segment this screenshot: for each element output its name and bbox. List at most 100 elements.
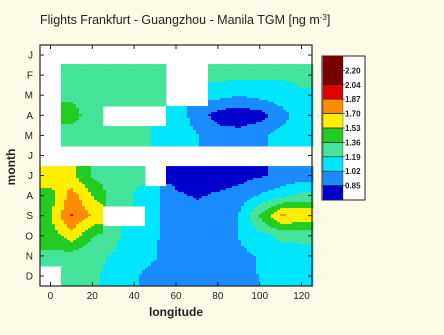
heat-cell (253, 208, 257, 211)
heat-cell (277, 170, 281, 173)
heat-cell (145, 102, 149, 105)
heat-cell (73, 172, 77, 175)
heat-cell (88, 196, 92, 199)
heat-cell (196, 180, 200, 183)
heat-cell (82, 178, 86, 181)
heat-cell (190, 180, 194, 183)
heat-cell (196, 198, 200, 201)
heat-cell (208, 108, 212, 111)
heat-cell (145, 126, 149, 129)
heat-cell (91, 128, 95, 131)
heat-cell (178, 132, 182, 135)
heat-cell (307, 90, 311, 93)
heat-cell (196, 130, 200, 133)
heat-cell (82, 110, 86, 113)
heat-cell (298, 200, 302, 203)
heat-cell (61, 136, 65, 139)
heat-cell (94, 202, 98, 205)
heat-cell (73, 190, 77, 193)
heat-cell (124, 86, 128, 89)
heat-cell (187, 172, 191, 175)
heat-cell (169, 140, 173, 143)
heat-cell (127, 132, 131, 135)
heat-cell (244, 198, 248, 201)
heat-cell (151, 200, 155, 203)
heat-cell (169, 128, 173, 131)
heat-cell (178, 124, 182, 127)
heat-cell (262, 74, 266, 77)
heat-cell (301, 68, 305, 71)
heat-cell (259, 142, 263, 145)
heat-cell (277, 68, 281, 71)
heat-cell (88, 92, 92, 95)
heat-cell (124, 172, 128, 175)
heat-cell (76, 94, 80, 97)
heat-cell (61, 96, 65, 99)
heat-cell (64, 74, 68, 77)
heat-cell (274, 72, 278, 75)
heat-cell (172, 168, 176, 171)
heat-cell (166, 186, 170, 189)
heat-cell (145, 136, 149, 139)
heat-cell (64, 118, 68, 121)
heat-cell (160, 92, 164, 95)
heat-cell (241, 82, 245, 85)
heat-cell (175, 110, 179, 113)
heat-cell (79, 166, 83, 169)
heat-cell (268, 206, 272, 209)
heat-cell (97, 192, 101, 195)
heat-cell (289, 80, 293, 83)
heat-cell (112, 64, 116, 67)
heat-cell (106, 64, 110, 67)
heat-cell (160, 138, 164, 141)
heat-cell (235, 70, 239, 73)
heat-cell (70, 118, 74, 121)
heat-cell (301, 178, 305, 181)
heat-cell (271, 196, 275, 199)
heat-cell (211, 78, 215, 81)
heat-cell (277, 132, 281, 135)
heat-cell (301, 76, 305, 79)
heat-cell (88, 144, 92, 147)
heat-cell (250, 122, 254, 125)
heat-cell (73, 184, 77, 187)
heat-cell (157, 208, 161, 211)
heat-cell (214, 116, 218, 119)
heat-cell (106, 126, 110, 129)
heat-cell (76, 196, 80, 199)
heat-cell (88, 190, 92, 193)
heat-cell (148, 84, 152, 87)
heat-cell (61, 180, 65, 183)
heat-cell (238, 86, 242, 89)
heat-cell (244, 72, 248, 75)
heat-cell (217, 172, 221, 175)
heat-cell (82, 186, 86, 189)
heat-cell (79, 96, 83, 99)
heat-cell (208, 210, 212, 213)
heat-cell (298, 168, 302, 171)
heat-cell (244, 188, 248, 191)
heat-cell (79, 64, 83, 67)
heat-cell (133, 88, 137, 91)
heat-cell (178, 194, 182, 197)
heat-cell (88, 114, 92, 117)
heat-cell (121, 198, 125, 201)
heat-cell (166, 198, 170, 201)
heat-cell (94, 194, 98, 197)
heat-cell (73, 130, 77, 133)
heat-cell (79, 200, 83, 203)
heat-cell (184, 182, 188, 185)
heat-cell (220, 178, 224, 181)
heat-cell (70, 84, 74, 87)
heat-cell (109, 202, 113, 205)
heat-cell (112, 136, 116, 139)
heat-cell (193, 128, 197, 131)
heat-cell (235, 132, 239, 135)
heat-cell (271, 112, 275, 115)
heat-cell (307, 100, 311, 103)
heat-cell (226, 102, 230, 105)
heat-cell (124, 180, 128, 183)
heat-cell (70, 86, 74, 89)
heat-cell (160, 190, 164, 193)
heat-cell (121, 194, 125, 197)
